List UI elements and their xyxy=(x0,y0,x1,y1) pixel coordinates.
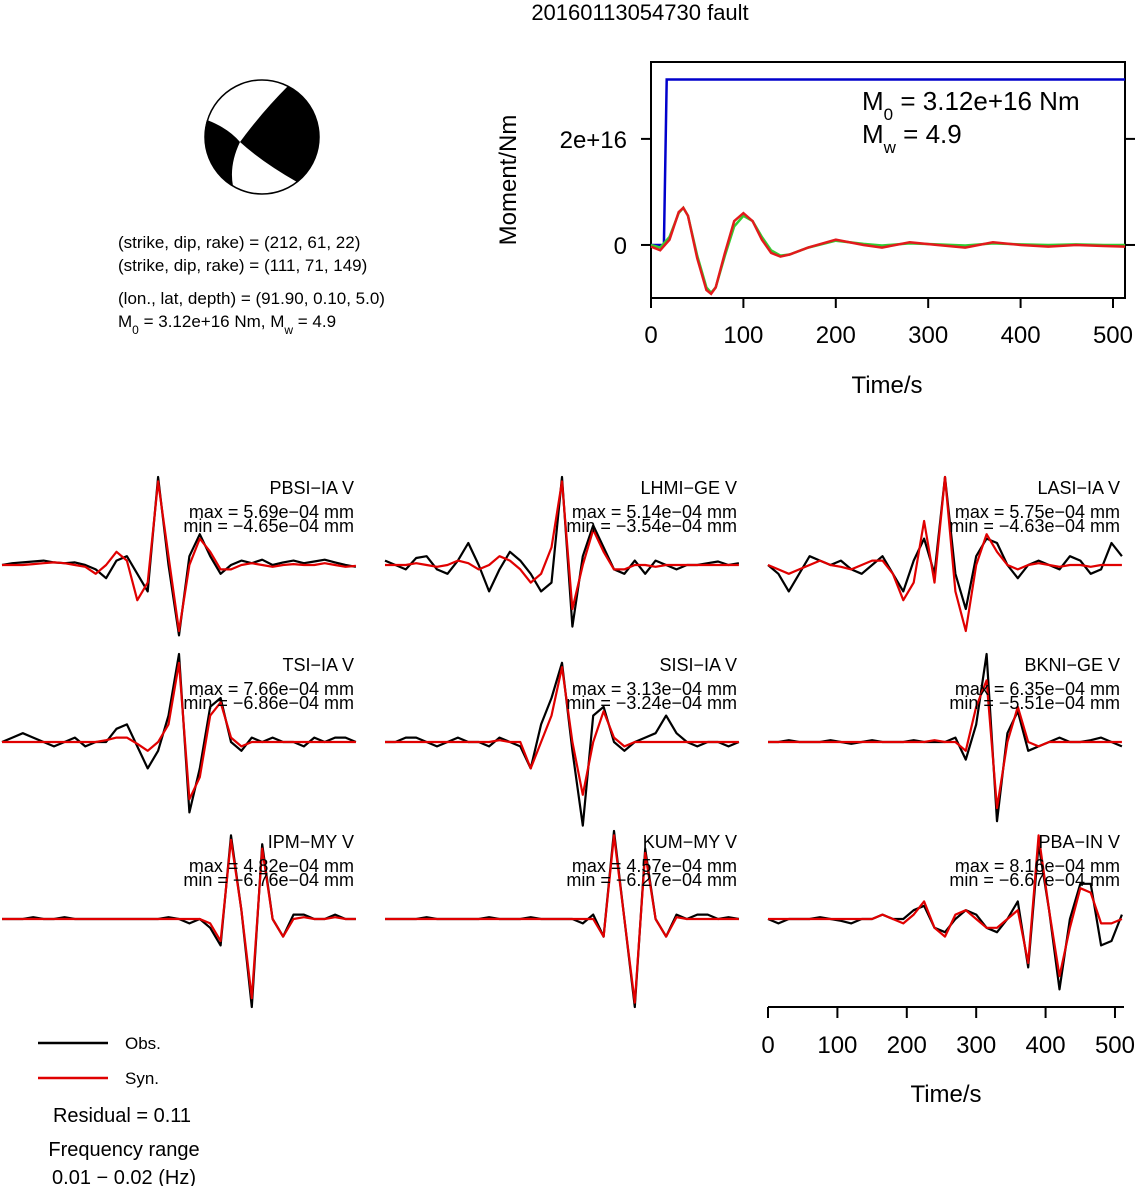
min-label: min = −4.63e−04 mm xyxy=(949,516,1120,536)
min-label: min = −3.54e−04 mm xyxy=(566,516,737,536)
max-label: max = 4.57e−04 mm xyxy=(572,856,737,876)
max-label: max = 8.16e−04 mm xyxy=(955,856,1120,876)
x-tick-label: 500 xyxy=(1095,1032,1135,1059)
station-label: LHMI−GE V xyxy=(640,478,737,498)
trace xyxy=(1,475,357,637)
min-label: min = −3.24e−04 mm xyxy=(566,693,737,713)
text-run: M xyxy=(862,86,884,116)
trace xyxy=(2,838,356,1000)
plot-frame xyxy=(650,61,1126,299)
x-axis-title: Time/s xyxy=(910,1081,981,1108)
frequency-label: Frequency range xyxy=(48,1139,199,1161)
text-run: M xyxy=(862,119,884,149)
station-label: BKNI−GE V xyxy=(1024,655,1120,675)
annotation: Mw = 4.9 xyxy=(862,119,962,157)
station-label: PBA−IN V xyxy=(1038,832,1120,852)
beachball xyxy=(204,79,320,195)
x-tick-label: 400 xyxy=(1026,1032,1066,1059)
legend-label: Syn. xyxy=(125,1069,159,1088)
x-tick-label: 500 xyxy=(1093,322,1133,349)
trace xyxy=(385,661,740,827)
annotation: M0 = 3.12e+16 Nm xyxy=(862,86,1080,124)
subscript: w xyxy=(883,138,897,157)
max-label: max = 5.75e−04 mm xyxy=(955,502,1120,522)
trace xyxy=(2,480,356,633)
min-label: min = −4.65e−04 mm xyxy=(183,516,354,536)
max-label: max = 7.66e−04 mm xyxy=(189,679,354,699)
max-label: max = 4.82e−04 mm xyxy=(189,856,354,876)
text-run: = 3.12e+16 Nm xyxy=(893,86,1079,116)
figure-title: 20160113054730 fault xyxy=(531,0,748,25)
beachball-quadrant xyxy=(240,86,320,182)
station-label: PBSI−IA V xyxy=(269,478,354,498)
y-tick-label: 0 xyxy=(614,233,627,260)
x-tick-label: 0 xyxy=(761,1032,774,1059)
x-tick-label: 0 xyxy=(644,322,657,349)
trace xyxy=(385,480,739,611)
x-tick-label: 300 xyxy=(956,1032,996,1059)
station-label: IPM−MY V xyxy=(268,832,354,852)
info-line: (strike, dip, rake) = (111, 71, 149) xyxy=(118,256,367,275)
subscript: 0 xyxy=(132,323,139,337)
trace xyxy=(768,679,1122,810)
x-tick-label: 300 xyxy=(908,322,948,349)
text-run: = 4.9 xyxy=(293,312,336,331)
min-label: min = −6.67e−04 mm xyxy=(949,870,1120,890)
residual: Residual = 0.11 xyxy=(53,1105,191,1127)
min-label: min = −6.27e−04 mm xyxy=(566,870,737,890)
moment-line: M0 = 3.12e+16 Nm, Mw = 4.9 xyxy=(118,312,336,337)
station-label: TSI−IA V xyxy=(282,655,354,675)
trace xyxy=(767,475,1122,633)
x-tick-label: 100 xyxy=(723,322,763,349)
subscript: w xyxy=(283,323,293,337)
x-tick-label: 200 xyxy=(887,1032,927,1059)
station-label: SISI−IA V xyxy=(659,655,737,675)
min-label: min = −6.86e−04 mm xyxy=(183,693,354,713)
trace xyxy=(1,652,357,814)
moment-curve xyxy=(650,205,1126,296)
trace xyxy=(385,666,739,796)
frequency-range: 0.01 − 0.02 (Hz) xyxy=(52,1167,196,1186)
text-run: M xyxy=(118,312,132,331)
min-label: min = −6.76e−04 mm xyxy=(183,870,354,890)
info-line: (strike, dip, rake) = (212, 61, 22) xyxy=(118,233,360,252)
text-run: = 4.9 xyxy=(896,119,962,149)
subscript: 0 xyxy=(884,105,893,124)
info-line: (lon., lat, depth) = (91.90, 0.10, 5.0) xyxy=(118,289,385,308)
max-label: max = 6.35e−04 mm xyxy=(955,679,1120,699)
text-run: = 3.12e+16 Nm, M xyxy=(139,312,285,331)
beachball-quadrant xyxy=(204,120,240,186)
trace xyxy=(384,475,740,628)
x-tick-label: 400 xyxy=(1001,322,1041,349)
x-tick-label: 200 xyxy=(816,322,856,349)
x-tick-label: 100 xyxy=(817,1032,857,1059)
min-label: min = −5.51e−04 mm xyxy=(949,693,1120,713)
trace xyxy=(385,834,739,1004)
moment-curve xyxy=(650,205,1125,295)
moment-curve xyxy=(651,78,1125,247)
trace xyxy=(2,661,356,801)
x-axis-title: Time/s xyxy=(851,372,922,399)
max-label: max = 5.69e−04 mm xyxy=(189,502,354,522)
y-axis-title: Moment/Nm xyxy=(495,115,522,246)
trace xyxy=(768,834,1123,978)
station-label: KUM−MY V xyxy=(643,832,737,852)
y-tick-label: 2e+16 xyxy=(560,127,627,154)
station-label: LASI−IA V xyxy=(1037,478,1120,498)
max-label: max = 3.13e−04 mm xyxy=(572,679,737,699)
max-label: max = 5.14e−04 mm xyxy=(572,502,737,522)
legend-label: Obs. xyxy=(125,1034,161,1053)
